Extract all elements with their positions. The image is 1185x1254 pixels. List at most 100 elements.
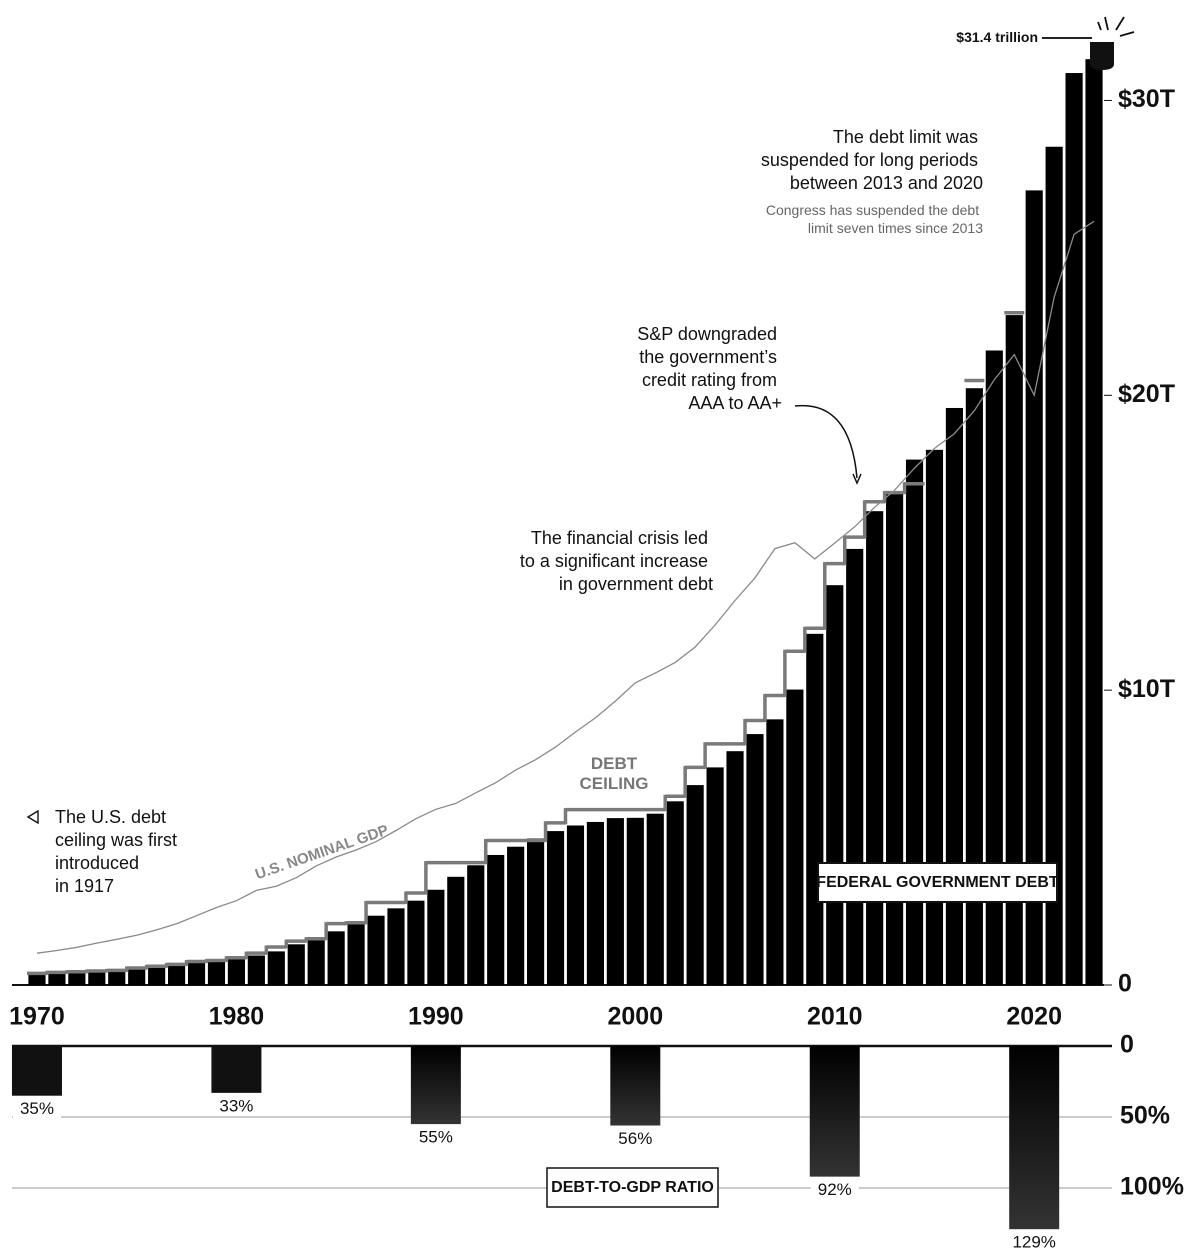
bar xyxy=(905,459,924,986)
bar xyxy=(586,821,604,985)
ratio-bar xyxy=(809,1046,860,1177)
chart-title: DEBT-TO-GDP RATIO xyxy=(551,1179,714,1196)
x-tick-label: 2000 xyxy=(607,1003,663,1031)
bar xyxy=(287,944,305,985)
x-tick-label: 1970 xyxy=(9,1003,65,1031)
ratio-bar xyxy=(211,1046,262,1093)
bar xyxy=(1085,59,1103,985)
y-tick-label: 0 xyxy=(1118,970,1132,998)
y-tick-label: 0 xyxy=(1120,1031,1134,1059)
bar xyxy=(48,973,66,985)
bar xyxy=(766,719,784,985)
marker xyxy=(26,809,39,825)
annotation: $31.4 trillion xyxy=(956,29,1038,45)
series-label: FEDERAL GOVERNMENT DEBT xyxy=(816,874,1059,891)
bar xyxy=(746,734,764,985)
fist-icon xyxy=(1090,42,1114,70)
bar xyxy=(925,449,944,986)
bar xyxy=(68,972,86,985)
x-tick-label: 1980 xyxy=(209,1003,265,1031)
bar xyxy=(1005,315,1023,985)
bar xyxy=(945,407,963,985)
ratio-bar xyxy=(1009,1046,1060,1230)
bar xyxy=(965,388,983,985)
bar xyxy=(227,958,245,985)
bar xyxy=(1045,146,1063,986)
bar xyxy=(387,908,405,985)
y-tick-label: $10T xyxy=(1118,675,1175,703)
series-label: DEBT CEILING xyxy=(580,754,649,793)
bar xyxy=(786,689,804,985)
ratio-bar xyxy=(610,1046,661,1126)
bar xyxy=(527,838,545,985)
bar xyxy=(1065,73,1083,986)
annotation: The U.S. debt ceiling was first introduc… xyxy=(55,807,182,896)
bar xyxy=(148,966,166,985)
value-label: 92% xyxy=(818,1180,852,1199)
bar xyxy=(666,801,684,985)
arrow xyxy=(794,404,858,479)
y-tick-label: $30T xyxy=(1118,85,1175,113)
gdp-line xyxy=(36,220,1095,954)
value-label: 55% xyxy=(419,1128,453,1147)
bar xyxy=(866,511,884,985)
ratio-bar xyxy=(11,1046,62,1096)
bar xyxy=(1025,190,1043,986)
bar xyxy=(546,831,565,985)
x-tick-label: 1990 xyxy=(408,1003,464,1031)
bar xyxy=(108,970,126,985)
bar xyxy=(88,971,106,985)
ratio-bar xyxy=(410,1046,461,1125)
bar xyxy=(427,889,445,985)
bar xyxy=(686,785,704,985)
bar xyxy=(646,813,664,985)
series-label: U.S. NOMINAL GDP xyxy=(253,822,391,884)
label-bg xyxy=(1010,1232,1059,1253)
bar xyxy=(207,960,226,985)
burst xyxy=(1097,16,1135,37)
label-box xyxy=(817,862,1058,903)
bar xyxy=(168,964,186,985)
bar xyxy=(467,865,485,985)
value-label: 33% xyxy=(219,1096,253,1115)
bar xyxy=(507,846,525,985)
bar xyxy=(706,767,724,985)
y-tick-label: 100% xyxy=(1120,1173,1184,1201)
value-label: 129% xyxy=(1012,1233,1055,1252)
bar xyxy=(447,876,465,985)
bar xyxy=(806,633,824,985)
y-tick-label: $20T xyxy=(1118,380,1175,408)
y-tick-label: 50% xyxy=(1120,1102,1170,1130)
bar xyxy=(327,931,345,985)
label-bg xyxy=(611,1128,660,1149)
bar xyxy=(187,962,206,985)
bar xyxy=(128,969,146,985)
bar xyxy=(407,900,425,985)
title-box xyxy=(546,1167,719,1208)
annotation: Congress has suspended the debt limit se… xyxy=(766,202,983,236)
bar xyxy=(985,350,1003,985)
bar xyxy=(886,491,904,985)
bar xyxy=(487,854,505,985)
bar xyxy=(307,938,325,985)
label-bg xyxy=(12,1098,61,1119)
bar xyxy=(347,922,365,985)
bar xyxy=(606,818,624,985)
annotation: The debt limit was suspended for long pe… xyxy=(761,127,983,193)
bar xyxy=(566,825,585,985)
bar xyxy=(267,951,285,985)
annotation: S&P downgraded the government’s credit r… xyxy=(637,324,782,413)
bar xyxy=(826,585,844,985)
label-bg xyxy=(810,1179,859,1200)
value-label: 35% xyxy=(20,1099,54,1118)
bar xyxy=(846,548,864,985)
bar xyxy=(28,974,46,985)
bar xyxy=(367,915,385,985)
x-tick-label: 2020 xyxy=(1006,1003,1062,1031)
bar xyxy=(247,955,265,985)
x-tick-label: 2010 xyxy=(807,1003,863,1031)
bar xyxy=(626,817,644,985)
label-bg xyxy=(212,1095,261,1116)
label-bg xyxy=(411,1127,460,1148)
